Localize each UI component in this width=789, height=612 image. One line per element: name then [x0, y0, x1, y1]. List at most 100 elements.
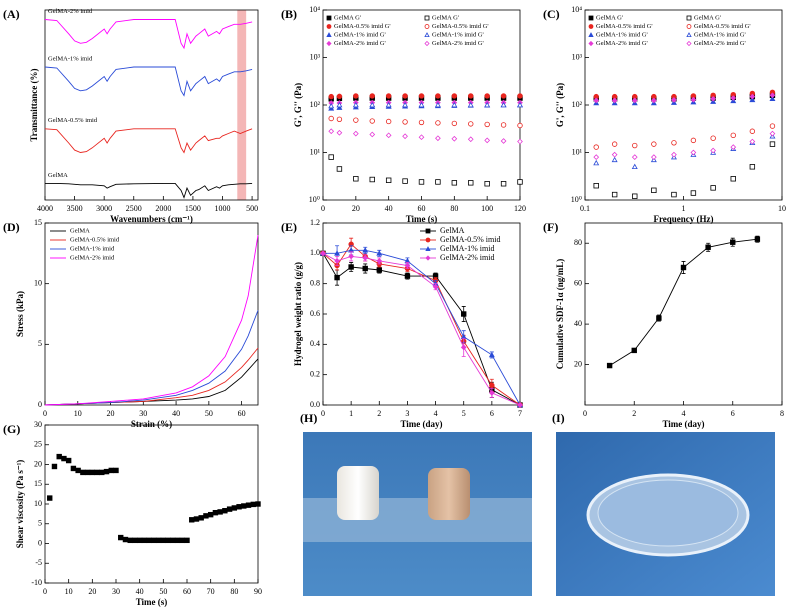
- plot-frame: [584, 222, 783, 406]
- y-tick-label: 15: [34, 479, 42, 488]
- marker: [432, 283, 439, 290]
- marker: [336, 104, 343, 110]
- legend-marker: [686, 15, 692, 21]
- highlight-band: [237, 10, 247, 200]
- plot-frame: [44, 424, 259, 584]
- marker: [434, 101, 441, 108]
- legend-marker: [588, 24, 594, 29]
- marker: [611, 156, 618, 163]
- y-tick-label: 0.6: [310, 309, 320, 318]
- x-tick-label: 4: [682, 409, 686, 418]
- series-line: [322, 253, 521, 406]
- marker: [136, 537, 143, 544]
- marker: [710, 95, 717, 102]
- y-axis-title: G', G'' (Pa): [293, 83, 303, 127]
- hydrogel-sample: [337, 466, 379, 520]
- marker: [749, 93, 756, 100]
- marker: [451, 135, 458, 142]
- marker: [122, 536, 129, 543]
- series-line: [322, 243, 521, 406]
- y-tick-label: 10¹: [572, 147, 583, 156]
- marker: [651, 187, 657, 194]
- legend-label: GelMA-0.5% imid: [70, 236, 120, 243]
- x-tick-label: 10: [74, 409, 82, 418]
- marker: [402, 93, 408, 99]
- y-tick-label: 10²: [310, 100, 321, 109]
- marker: [336, 93, 343, 100]
- legend-label: GelMA G': [694, 14, 721, 21]
- panel-label: (E): [281, 220, 297, 234]
- marker: [671, 191, 677, 198]
- panel-label: (H): [300, 411, 317, 425]
- marker: [517, 138, 523, 145]
- marker: [460, 344, 467, 351]
- marker: [385, 118, 392, 125]
- marker: [336, 129, 343, 136]
- x-tick-label: 1: [682, 204, 686, 213]
- marker: [369, 131, 376, 138]
- marker: [488, 390, 495, 396]
- marker: [404, 273, 411, 279]
- x-tick-label: 50: [205, 409, 213, 418]
- panel-label: (I): [552, 411, 565, 425]
- marker: [118, 534, 124, 541]
- marker: [385, 177, 392, 183]
- marker: [217, 509, 223, 515]
- series-line: [44, 347, 259, 406]
- marker: [488, 351, 495, 358]
- marker: [651, 141, 657, 147]
- marker: [418, 134, 425, 141]
- marker: [328, 128, 335, 135]
- x-tick-label: 70: [207, 587, 215, 596]
- marker: [245, 502, 252, 508]
- x-axis-title: Time (s): [406, 214, 438, 224]
- legend-marker: [588, 32, 594, 37]
- marker: [255, 501, 261, 507]
- legend-label: GelMA-1% imid G': [694, 31, 746, 38]
- legend-label: GelMA-1% imid G': [334, 31, 386, 38]
- marker: [189, 517, 195, 523]
- plot-frame: [44, 222, 259, 406]
- y-tick-label: 10: [34, 278, 42, 287]
- series-line: [44, 358, 259, 406]
- marker: [671, 97, 677, 103]
- marker: [461, 311, 467, 317]
- legend-label: GelMA G': [334, 14, 361, 21]
- marker: [435, 120, 441, 126]
- marker: [226, 506, 233, 512]
- marker: [632, 142, 638, 149]
- marker: [710, 135, 716, 141]
- marker: [160, 537, 167, 544]
- marker: [593, 183, 599, 189]
- panel-label: (C): [543, 7, 560, 21]
- legend-marker: [424, 24, 430, 29]
- y-tick-label: 0.2: [310, 369, 320, 378]
- x-tick-label: 40: [385, 204, 393, 213]
- marker: [207, 511, 214, 518]
- marker: [94, 469, 100, 476]
- x-tick-label: 30: [139, 409, 147, 418]
- marker: [56, 453, 62, 460]
- y-tick-label: 10⁰: [309, 195, 320, 204]
- marker: [484, 181, 490, 187]
- marker: [385, 101, 392, 108]
- y-tick-label: 10³: [310, 52, 321, 61]
- y-tick-label: 1.2: [310, 218, 320, 227]
- marker: [84, 469, 91, 476]
- legend-label: GelMA-1% imid: [70, 245, 115, 252]
- marker: [769, 92, 776, 99]
- marker: [362, 255, 369, 261]
- marker: [51, 463, 58, 470]
- hydrogel-disc: [597, 479, 739, 547]
- y-axis-title: Transmittance (%): [29, 68, 39, 141]
- marker: [451, 93, 458, 99]
- marker: [418, 101, 425, 108]
- y-axis-title: Stress (kPa): [15, 291, 25, 337]
- x-tick-label: 90: [254, 587, 262, 596]
- marker: [362, 247, 369, 253]
- x-tick-label: 1000: [215, 204, 231, 213]
- x-tick-label: 120: [514, 204, 526, 213]
- marker: [328, 93, 334, 100]
- legend-label: GelMA-0.5% imid G': [694, 23, 751, 30]
- x-axis-title: Strain (%): [131, 419, 172, 429]
